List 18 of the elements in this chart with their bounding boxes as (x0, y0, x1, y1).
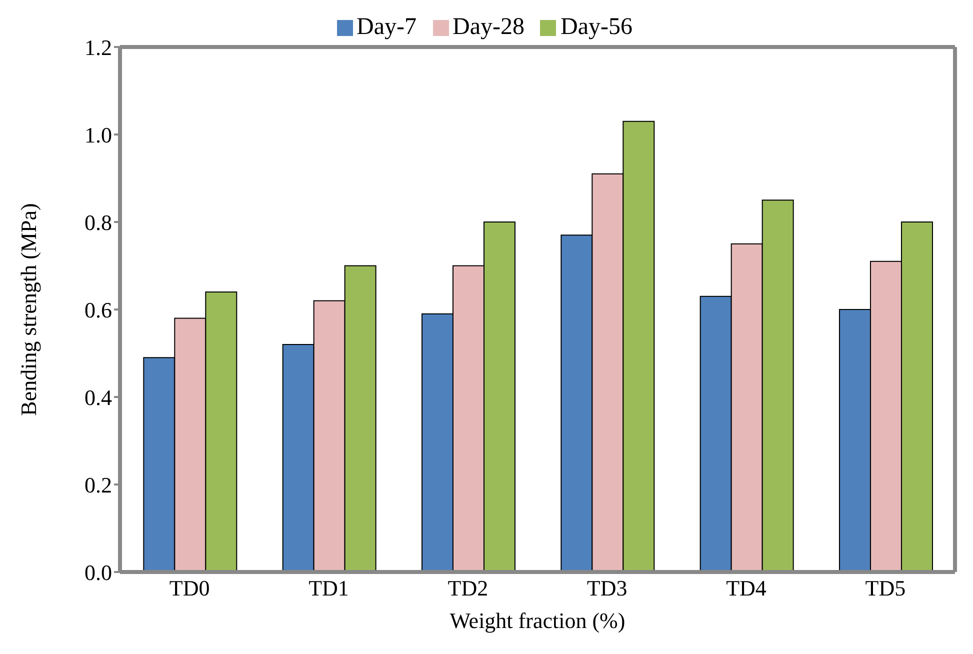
y-axis-title: Bending strength (MPa) (16, 203, 41, 416)
legend-label: Day-28 (452, 14, 524, 40)
y-tick-label: 0.0 (84, 560, 112, 585)
x-tick-label: TD0 (169, 576, 210, 601)
legend-label: Day-7 (356, 14, 416, 40)
y-tick-label: 0.6 (84, 297, 112, 322)
x-tick-label: TD4 (726, 576, 766, 601)
legend-label: Day-56 (560, 14, 632, 40)
x-tick-label: TD1 (308, 576, 349, 601)
y-tick-label: 0.8 (84, 210, 112, 235)
y-tick-label: 1.2 (84, 34, 112, 60)
x-tick-label: TD3 (586, 576, 628, 601)
x-tick-label: TD5 (865, 576, 906, 601)
y-tick-label: 1.0 (84, 122, 112, 148)
x-axis-title: Weight fraction (%) (450, 608, 626, 633)
y-tick-label: 0.2 (84, 472, 112, 498)
x-tick-label: TD2 (448, 576, 488, 601)
y-tick-label: 0.4 (84, 384, 112, 410)
